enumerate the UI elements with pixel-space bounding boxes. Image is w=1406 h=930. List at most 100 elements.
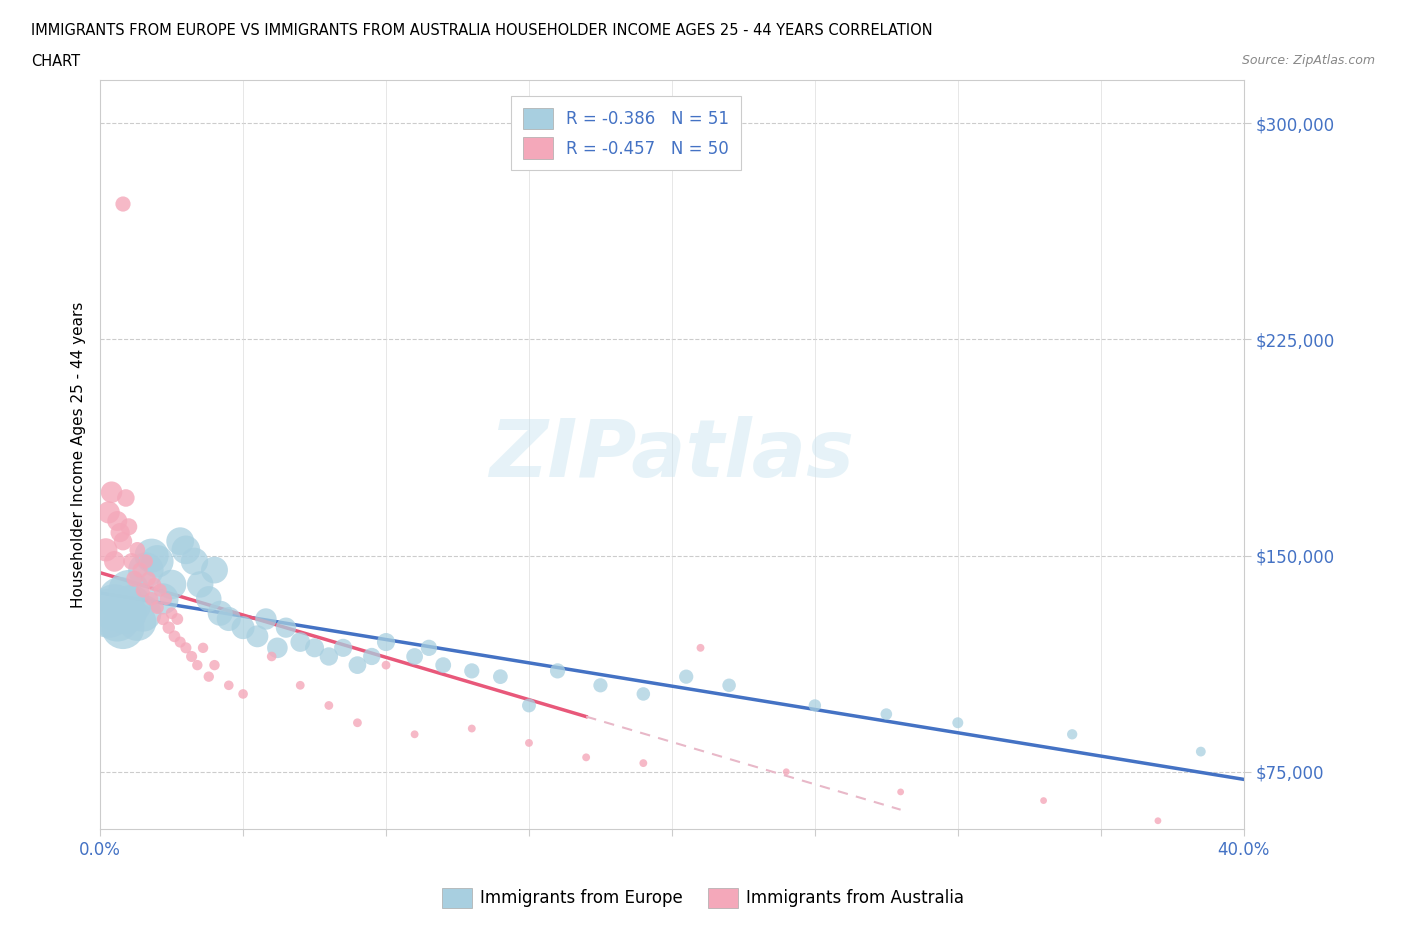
Point: [118, 583, 141, 598]
Point: [127, 615, 149, 630]
Point: [432, 658, 454, 672]
Point: [141, 548, 163, 563]
Point: [149, 583, 172, 598]
Point: [218, 678, 240, 693]
Point: [304, 641, 326, 656]
Point: [160, 605, 183, 620]
Point: [254, 612, 277, 627]
Point: [489, 670, 512, 684]
Point: [100, 485, 122, 499]
Point: [575, 750, 598, 764]
Point: [103, 600, 125, 615]
Point: [633, 686, 655, 701]
Point: [143, 577, 166, 591]
Text: IMMIGRANTS FROM EUROPE VS IMMIGRANTS FROM AUSTRALIA HOUSEHOLDER INCOME AGES 25 -: IMMIGRANTS FROM EUROPE VS IMMIGRANTS FRO…: [31, 23, 932, 38]
Point: [633, 756, 655, 771]
Point: [461, 663, 484, 678]
Point: [260, 649, 283, 664]
Point: [108, 525, 131, 540]
Point: [146, 554, 169, 569]
Point: [346, 658, 368, 672]
Point: [115, 605, 138, 620]
Point: [1189, 744, 1212, 759]
Point: [218, 612, 240, 627]
Point: [132, 583, 155, 598]
Point: [875, 707, 897, 722]
Point: [418, 641, 440, 656]
Point: [689, 641, 711, 656]
Point: [246, 629, 269, 644]
Point: [135, 563, 157, 578]
Point: [97, 505, 120, 520]
Point: [890, 785, 912, 800]
Point: [169, 634, 191, 649]
Point: [129, 563, 152, 578]
Point: [718, 678, 741, 693]
Point: [183, 554, 205, 569]
Point: [152, 591, 174, 606]
Point: [127, 542, 149, 557]
Point: [160, 577, 183, 591]
Point: [155, 591, 177, 606]
Point: [174, 641, 197, 656]
Point: [318, 649, 340, 664]
Point: [346, 715, 368, 730]
Point: [121, 554, 143, 569]
Point: [111, 620, 134, 635]
Point: [804, 698, 827, 713]
Point: [186, 658, 208, 672]
Point: [97, 605, 120, 620]
Point: [163, 629, 186, 644]
Point: [197, 670, 219, 684]
Point: [274, 620, 297, 635]
Point: [157, 620, 180, 635]
Point: [517, 698, 540, 713]
Point: [290, 634, 312, 649]
Point: [375, 658, 398, 672]
Point: [180, 649, 202, 664]
Point: [675, 670, 697, 684]
Point: [232, 686, 254, 701]
Text: CHART: CHART: [31, 54, 80, 69]
Point: [775, 764, 797, 779]
Point: [118, 519, 141, 534]
Point: [360, 649, 382, 664]
Point: [404, 649, 426, 664]
Point: [108, 591, 131, 606]
Point: [121, 597, 143, 612]
Point: [204, 658, 226, 672]
Point: [209, 605, 232, 620]
Point: [111, 534, 134, 549]
Point: [946, 715, 969, 730]
Point: [174, 542, 197, 557]
Point: [169, 534, 191, 549]
Legend: Immigrants from Europe, Immigrants from Australia: Immigrants from Europe, Immigrants from …: [434, 882, 972, 914]
Point: [115, 490, 138, 505]
Point: [318, 698, 340, 713]
Point: [111, 196, 134, 211]
Point: [197, 591, 219, 606]
Point: [138, 571, 160, 586]
Legend: R = -0.386   N = 51, R = -0.457   N = 50: R = -0.386 N = 51, R = -0.457 N = 50: [512, 96, 741, 170]
Point: [1032, 793, 1054, 808]
Point: [1062, 727, 1084, 742]
Point: [375, 634, 398, 649]
Point: [124, 571, 146, 586]
Point: [152, 612, 174, 627]
Point: [1147, 814, 1170, 829]
Text: ZIPatlas: ZIPatlas: [489, 416, 855, 494]
Point: [141, 591, 163, 606]
Point: [191, 641, 214, 656]
Point: [103, 554, 125, 569]
Point: [232, 620, 254, 635]
Point: [132, 605, 155, 620]
Point: [589, 678, 612, 693]
Point: [404, 727, 426, 742]
Point: [266, 641, 288, 656]
Point: [105, 612, 128, 627]
Point: [332, 641, 354, 656]
Point: [135, 554, 157, 569]
Point: [547, 663, 569, 678]
Point: [94, 542, 117, 557]
Text: Source: ZipAtlas.com: Source: ZipAtlas.com: [1241, 54, 1375, 67]
